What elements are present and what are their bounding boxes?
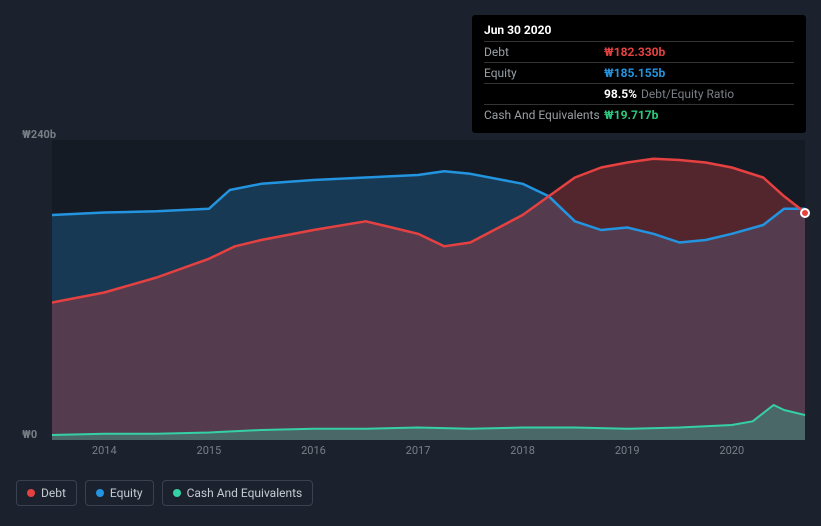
tooltip-value: ₩19.717b [604,108,658,122]
chart-tooltip: Jun 30 2020 Debt₩182.330bEquity₩185.155b… [472,15,806,133]
y-axis-label: ₩240b [22,128,56,141]
x-axis-label: 2014 [92,444,117,457]
legend-dot-icon [173,489,181,497]
tooltip-label: Debt [484,45,604,59]
tooltip-value: ₩185.155b [604,66,665,80]
legend-item-cash-and-equivalents[interactable]: Cash And Equivalents [162,480,314,506]
chart-plot[interactable] [52,140,805,440]
tooltip-row: Cash And Equivalents₩19.717b [484,104,794,125]
legend-label: Equity [110,486,143,500]
x-axis-label: 2019 [615,444,640,457]
chart-legend: Debt Equity Cash And Equivalents [16,480,313,506]
x-axis-label: 2017 [406,444,431,457]
x-axis-label: 2016 [301,444,326,457]
tooltip-value: 98.5%Debt/Equity Ratio [604,87,734,101]
y-axis-label: ₩0 [22,428,37,441]
tooltip-row: Equity₩185.155b [484,62,794,83]
legend-item-debt[interactable]: Debt [16,480,77,506]
tooltip-row: 98.5%Debt/Equity Ratio [484,83,794,104]
x-axis-label: 2018 [510,444,535,457]
tooltip-label [484,87,604,101]
legend-item-equity[interactable]: Equity [85,480,154,506]
current-point-marker [800,208,810,218]
tooltip-value: ₩182.330b [604,45,665,59]
legend-label: Debt [41,486,66,500]
legend-dot-icon [27,489,35,497]
tooltip-label: Equity [484,66,604,80]
legend-label: Cash And Equivalents [187,486,303,500]
x-axis-label: 2020 [719,444,744,457]
tooltip-date: Jun 30 2020 [484,23,794,37]
tooltip-label: Cash And Equivalents [484,108,604,122]
debt-equity-chart: ₩240b ₩0 2014 2015 2016 2017 2018 2019 2020 [16,120,805,460]
x-axis: 2014 2015 2016 2017 2018 2019 2020 [52,444,805,464]
x-axis-label: 2015 [197,444,222,457]
tooltip-row: Debt₩182.330b [484,41,794,62]
chart-svg [52,140,805,440]
legend-dot-icon [96,489,104,497]
